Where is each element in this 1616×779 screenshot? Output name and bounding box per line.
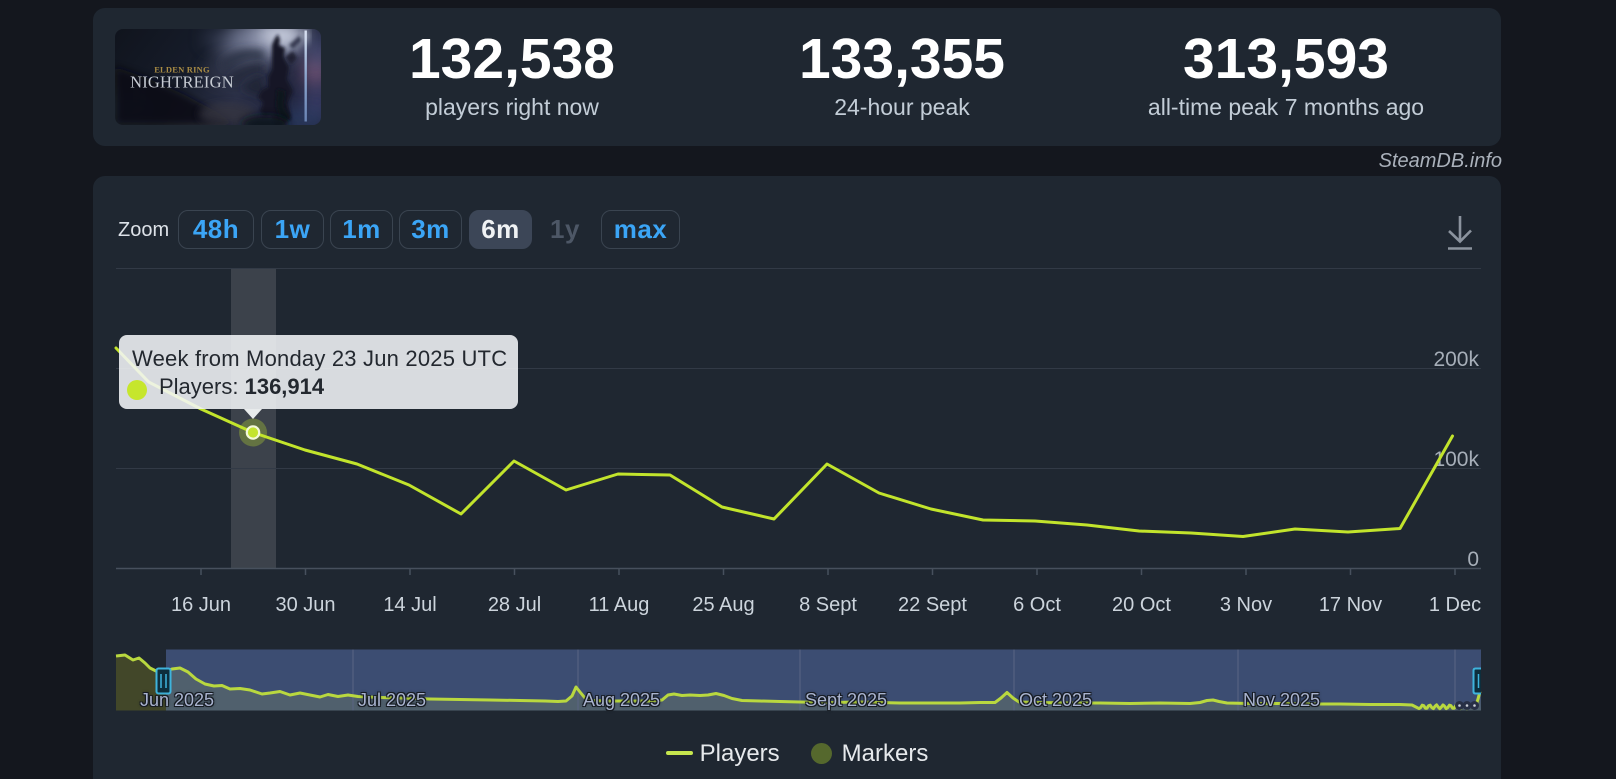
svg-text:16 Jun: 16 Jun: [171, 594, 231, 616]
svg-text:8 Sept: 8 Sept: [799, 594, 857, 616]
svg-text:NIGHTREIGN: NIGHTREIGN: [130, 73, 234, 92]
svg-text:30 Jun: 30 Jun: [275, 594, 335, 616]
svg-text:6 Oct: 6 Oct: [1013, 594, 1061, 616]
svg-text:17 Nov: 17 Nov: [1319, 594, 1382, 616]
svg-text:14 Jul: 14 Jul: [383, 594, 436, 616]
svg-text:100k: 100k: [1433, 448, 1479, 471]
svg-text:200k: 200k: [1433, 348, 1479, 371]
svg-text:1 Dec: 1 Dec: [1429, 594, 1481, 616]
svg-text:11 Aug: 11 Aug: [589, 594, 650, 616]
svg-text:28 Jul: 28 Jul: [488, 594, 541, 616]
svg-text:25 Aug: 25 Aug: [692, 594, 754, 616]
svg-text:0: 0: [1467, 548, 1479, 571]
svg-text:3 Nov: 3 Nov: [1220, 594, 1272, 616]
svg-text:20 Oct: 20 Oct: [1112, 594, 1171, 616]
svg-text:22 Sept: 22 Sept: [898, 594, 967, 616]
svg-text:ELDEN RING: ELDEN RING: [154, 65, 210, 75]
